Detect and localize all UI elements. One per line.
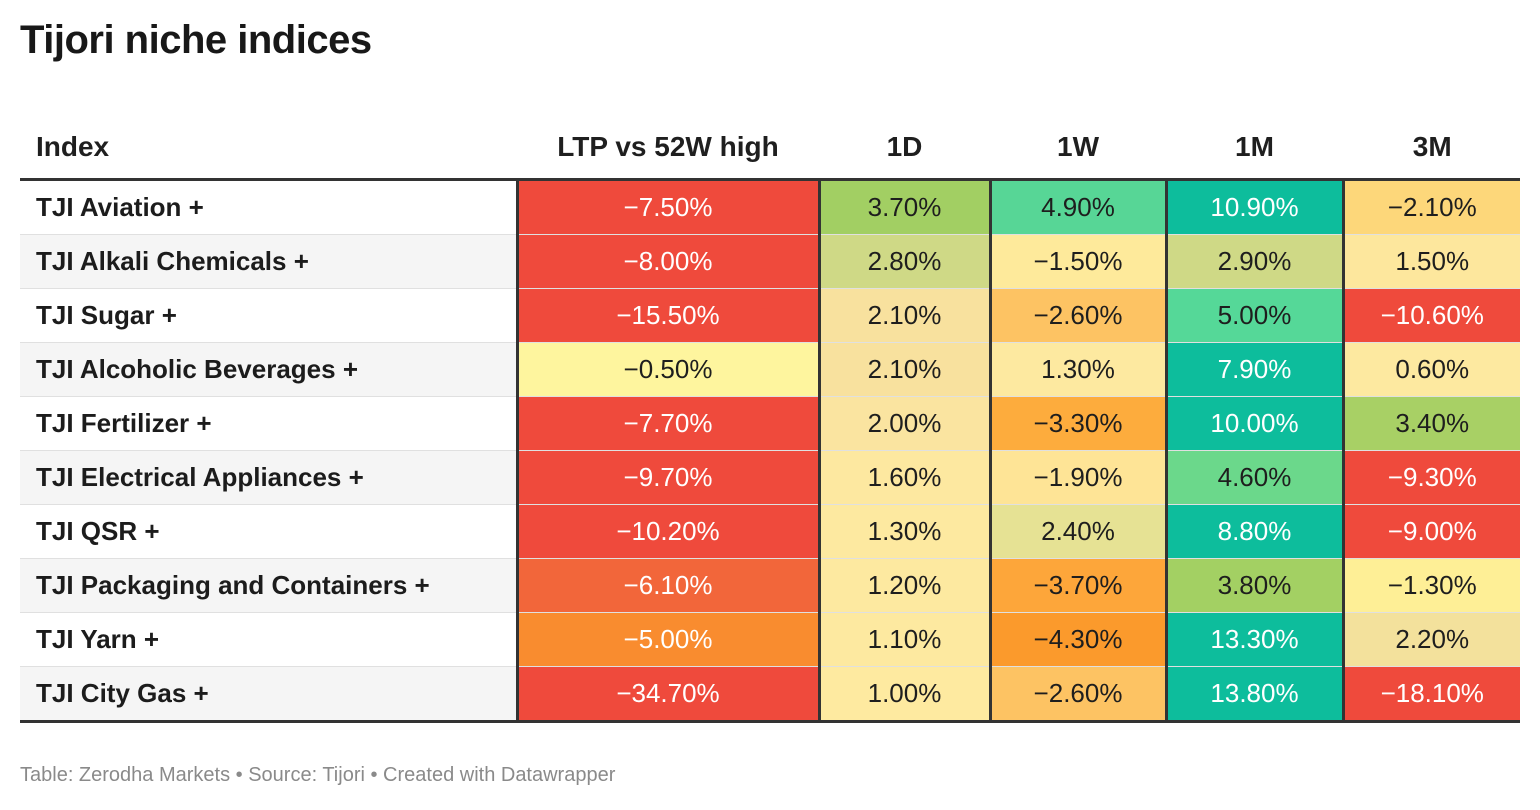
value-cell: 0.60%	[1341, 342, 1520, 397]
value-cell: 1.20%	[817, 558, 990, 613]
table-row: TJI Alkali Chemicals + −8.00% 2.80% −1.50% 2…	[20, 234, 1520, 289]
index-name-cell: TJI Electrical Appliances +	[20, 450, 517, 505]
index-name-cell: TJI Alcoholic Beverages +	[20, 342, 517, 397]
value-cell: −3.70%	[988, 558, 1166, 613]
value-cell: −4.30%	[988, 612, 1166, 667]
value-cell: −10.20%	[515, 504, 819, 559]
chart-title: Tijori niche indices	[20, 18, 372, 62]
column-header-3m[interactable]: 3M	[1343, 116, 1520, 181]
index-name-cell: TJI Packaging and Containers +	[20, 558, 517, 613]
column-header-1w[interactable]: 1W	[990, 116, 1166, 181]
index-name-cell: TJI Aviation +	[20, 179, 517, 235]
column-header-1m[interactable]: 1M	[1166, 116, 1343, 181]
value-cell: −1.50%	[988, 234, 1166, 289]
index-name-cell: TJI City Gas +	[20, 666, 517, 723]
value-cell: −9.70%	[515, 450, 819, 505]
value-cell: 1.30%	[817, 504, 990, 559]
table-row: TJI Fertilizer + −7.70% 2.00% −3.30% 10.00% 3…	[20, 396, 1520, 451]
table-body: TJI Aviation + −7.50% 3.70% 4.90% 10.90% −2.1…	[20, 179, 1520, 723]
value-cell: −9.30%	[1341, 450, 1520, 505]
value-cell: −15.50%	[515, 288, 819, 343]
value-cell: 1.10%	[817, 612, 990, 667]
value-cell: −8.00%	[515, 234, 819, 289]
table-row: TJI Aviation + −7.50% 3.70% 4.90% 10.90% −2.1…	[20, 179, 1520, 235]
index-name-cell: TJI Alkali Chemicals +	[20, 234, 517, 289]
value-cell: 3.80%	[1164, 558, 1343, 613]
value-cell: 13.30%	[1164, 612, 1343, 667]
value-cell: 10.00%	[1164, 396, 1343, 451]
value-cell: 10.90%	[1164, 179, 1343, 235]
table-row: TJI Yarn + −5.00% 1.10% −4.30% 13.30% 2.20%	[20, 612, 1520, 667]
column-header-ltp-vs-52w-high[interactable]: LTP vs 52W high	[517, 116, 819, 181]
index-name-cell: TJI Sugar +	[20, 288, 517, 343]
value-cell: 3.70%	[817, 179, 990, 235]
table-row: TJI QSR + −10.20% 1.30% 2.40% 8.80% −9.00%	[20, 504, 1520, 559]
value-cell: 4.60%	[1164, 450, 1343, 505]
value-cell: 2.10%	[817, 342, 990, 397]
value-cell: 2.20%	[1341, 612, 1520, 667]
footer-credits: Table: Zerodha Markets • Source: Tijori …	[20, 764, 616, 786]
value-cell: 8.80%	[1164, 504, 1343, 559]
indices-table: Index LTP vs 52W high 1D 1W 1M 3M TJI Av…	[20, 116, 1520, 723]
value-cell: 1.50%	[1341, 234, 1520, 289]
value-cell: −7.70%	[515, 396, 819, 451]
header-row: Index LTP vs 52W high 1D 1W 1M 3M	[20, 116, 1520, 181]
value-cell: −7.50%	[515, 179, 819, 235]
value-cell: 5.00%	[1164, 288, 1343, 343]
value-cell: −34.70%	[515, 666, 819, 723]
value-cell: 2.80%	[817, 234, 990, 289]
value-cell: 1.00%	[817, 666, 990, 723]
value-cell: −9.00%	[1341, 504, 1520, 559]
index-name-cell: TJI Fertilizer +	[20, 396, 517, 451]
value-cell: −18.10%	[1341, 666, 1520, 723]
value-cell: 1.30%	[988, 342, 1166, 397]
value-cell: −10.60%	[1341, 288, 1520, 343]
table-row: TJI City Gas + −34.70% 1.00% −2.60% 13.80% −1…	[20, 666, 1520, 723]
value-cell: 1.60%	[817, 450, 990, 505]
value-cell: −1.30%	[1341, 558, 1520, 613]
value-cell: 2.40%	[988, 504, 1166, 559]
value-cell: 3.40%	[1341, 396, 1520, 451]
column-header-1d[interactable]: 1D	[819, 116, 990, 181]
value-cell: 2.10%	[817, 288, 990, 343]
value-cell: −2.10%	[1341, 179, 1520, 235]
value-cell: 2.00%	[817, 396, 990, 451]
table-row: TJI Packaging and Containers + −6.10% 1.20…	[20, 558, 1520, 613]
index-name-cell: TJI QSR +	[20, 504, 517, 559]
value-cell: 13.80%	[1164, 666, 1343, 723]
value-cell: −3.30%	[988, 396, 1166, 451]
value-cell: −2.60%	[988, 666, 1166, 723]
value-cell: −2.60%	[988, 288, 1166, 343]
table-row: TJI Alcoholic Beverages + −0.50% 2.10% 1.30…	[20, 342, 1520, 397]
column-header-index[interactable]: Index	[20, 116, 517, 181]
value-cell: −0.50%	[515, 342, 819, 397]
value-cell: −6.10%	[515, 558, 819, 613]
value-cell: −1.90%	[988, 450, 1166, 505]
index-name-cell: TJI Yarn +	[20, 612, 517, 667]
table-row: TJI Sugar + −15.50% 2.10% −2.60% 5.00% −10.60…	[20, 288, 1520, 343]
value-cell: 2.90%	[1164, 234, 1343, 289]
value-cell: 7.90%	[1164, 342, 1343, 397]
value-cell: 4.90%	[988, 179, 1166, 235]
table-row: TJI Electrical Appliances + −9.70% 1.60% −1…	[20, 450, 1520, 505]
value-cell: −5.00%	[515, 612, 819, 667]
